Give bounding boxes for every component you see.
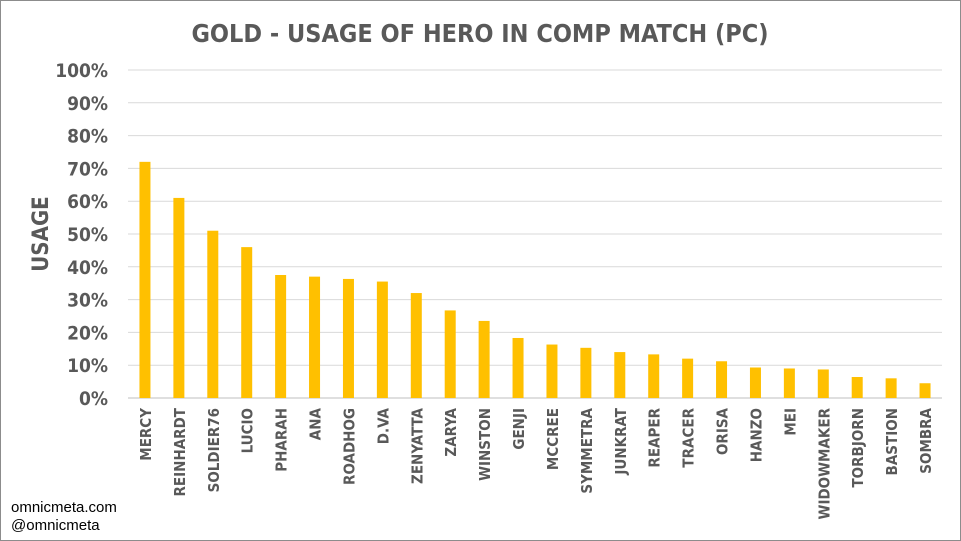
bar-ana	[309, 276, 321, 398]
x-category-label: ZARYA	[442, 407, 460, 456]
bar-genji	[512, 337, 524, 398]
x-category-label: REINHARDT	[171, 407, 189, 496]
y-tick-label: 60%	[67, 191, 108, 213]
x-category-label: PHARAH	[273, 408, 291, 472]
bar-mccree	[546, 344, 558, 398]
x-category-labels: MERCY REINHARDT SOLDIER76 LUCIO PHARAH ANA ROA…	[137, 407, 935, 519]
bar-widowmaker	[817, 369, 829, 398]
bar-lucio	[241, 247, 253, 398]
y-tick-label: 40%	[67, 257, 108, 279]
x-category-label: MCCREE	[544, 408, 562, 470]
y-tick-label: 20%	[67, 322, 108, 344]
x-category-label: ROADHOG	[340, 408, 358, 485]
y-tick-label: 90%	[67, 93, 108, 115]
x-category-label: ZENYATTA	[408, 407, 426, 484]
x-category-label: MERCY	[137, 408, 155, 461]
x-category-label: MEI	[781, 408, 799, 436]
x-category-label: WINSTON	[476, 408, 494, 481]
y-tick-label: 30%	[67, 290, 108, 312]
chart-title: GOLD - USAGE OF HERO IN COMP MATCH (PC)	[191, 19, 768, 48]
x-category-label: JUNKRAT	[612, 407, 630, 475]
bar-torbjorn	[851, 377, 863, 398]
x-category-label: SOLDIER76	[205, 408, 223, 492]
y-tick-label: 80%	[67, 126, 108, 148]
bar-roadhog	[342, 278, 354, 398]
bars	[139, 161, 931, 398]
bar-tracer	[682, 358, 694, 398]
bar-sombra	[919, 383, 931, 398]
bar-soldier76	[207, 230, 219, 398]
y-tick-label: 70%	[67, 158, 108, 180]
bar-zarya	[444, 310, 456, 398]
credit-handle: @omnicmeta	[11, 517, 100, 534]
y-tick-label: 100%	[55, 60, 108, 82]
x-category-label: LUCIO	[239, 408, 257, 453]
x-category-label: WIDOWMAKER	[815, 407, 833, 519]
x-category-label: TORBJORN	[849, 408, 867, 488]
gridlines	[128, 69, 942, 399]
bar-d-va	[376, 281, 388, 398]
bar-mei	[783, 368, 795, 398]
x-category-label: REAPER	[646, 407, 664, 467]
x-category-label: BASTION	[883, 408, 901, 475]
x-category-label: D.VA	[374, 407, 392, 444]
bar-orisa	[716, 361, 728, 398]
bar-bastion	[885, 378, 897, 398]
y-tick-label: 10%	[67, 355, 108, 377]
x-category-label: ORISA	[714, 407, 732, 455]
x-category-label: HANZO	[747, 408, 765, 462]
y-tick-label: 50%	[67, 224, 108, 246]
bar-zenyatta	[410, 293, 422, 398]
y-tick-labels: 0% 10% 20% 30% 40% 50% 60% 70% 80% 90% 100%	[55, 60, 108, 410]
bar-junkrat	[614, 352, 626, 398]
bar-winston	[478, 320, 490, 398]
y-tick-label: 0%	[79, 388, 108, 410]
bar-reinhardt	[173, 197, 185, 398]
bar-pharah	[275, 275, 287, 398]
credit-website: omnicmeta.com	[11, 499, 117, 516]
x-category-label: TRACER	[680, 407, 698, 467]
bar-mercy	[139, 161, 151, 398]
bar-reaper	[648, 354, 660, 398]
x-category-label: SYMMETRA	[578, 407, 596, 493]
bar-symmetra	[580, 347, 592, 398]
x-category-label: ANA	[307, 407, 325, 440]
x-category-label: GENJI	[510, 408, 528, 450]
x-category-label: SOMBRA	[917, 407, 935, 473]
bar-hanzo	[749, 367, 761, 398]
y-axis-label: USAGE	[29, 196, 54, 271]
